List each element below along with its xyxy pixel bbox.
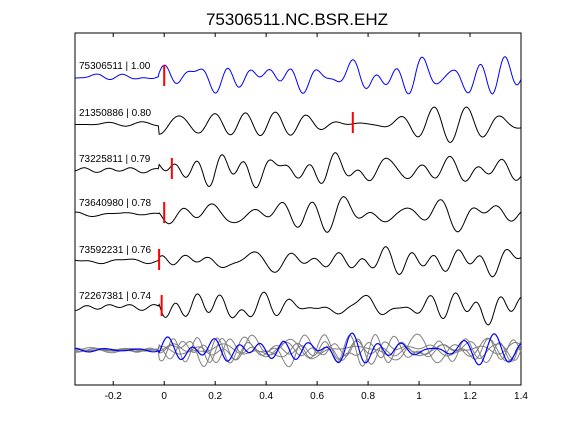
- trace-label: 72267381 | 0.74: [79, 291, 152, 302]
- trace-line: [75, 56, 522, 95]
- x-tick-label: 0.4: [259, 391, 273, 402]
- trace-line: [75, 291, 522, 326]
- trace-label: 73592231 | 0.76: [79, 245, 152, 256]
- stack-trace-line: [74, 334, 522, 368]
- x-tick-label: 1: [416, 391, 422, 402]
- x-axis: -0.2 0 0.2 0.4 0.6 0.8 1 1.2 1.4: [105, 33, 528, 402]
- x-tick-label: -0.2: [105, 391, 123, 402]
- trace-label: 21350886 | 0.80: [79, 108, 152, 119]
- x-tick-label: 1.4: [514, 391, 528, 402]
- trace-label: 75306511 | 1.00: [79, 61, 151, 72]
- trace-label: 73640980 | 0.78: [79, 198, 152, 209]
- trace-line: [74, 246, 522, 278]
- traces: 75306511 | 1.00 21350886 | 0.80 73225811 |…: [74, 56, 522, 326]
- x-tick-label: 0.8: [361, 391, 375, 402]
- chart-title: 75306511.NC.BSR.EHZ: [206, 10, 388, 29]
- x-tick-label: 0.2: [208, 391, 222, 402]
- x-tick-label: 0: [161, 391, 167, 402]
- plot-frame: [74, 32, 522, 386]
- x-tick-label: 0.6: [310, 391, 324, 402]
- trace-label: 73225811 | 0.79: [79, 154, 151, 165]
- trace-line: [74, 152, 522, 189]
- stacked-traces: [74, 332, 522, 368]
- x-tick-label: 1.2: [463, 391, 477, 402]
- trace-line: [74, 106, 522, 143]
- trace-line: [75, 196, 522, 233]
- stack-reference-line: [74, 332, 522, 366]
